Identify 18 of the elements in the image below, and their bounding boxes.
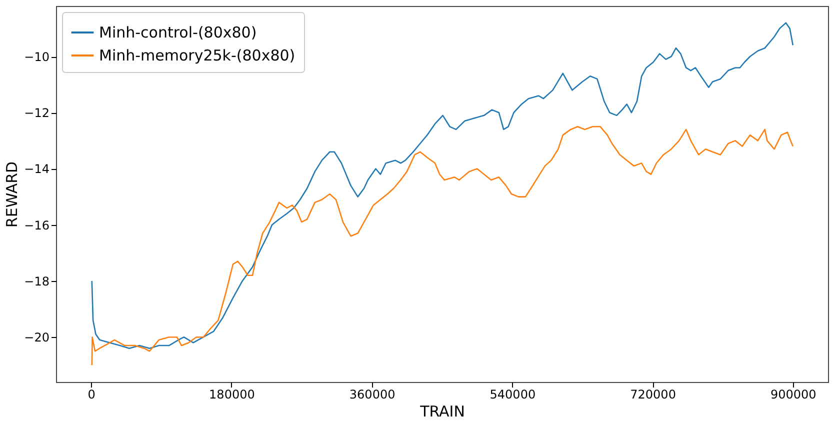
legend-label: Minh-memory25k-(80x80) (99, 46, 296, 64)
y-tick-label: −10 (24, 50, 50, 64)
x-tick-label: 720000 (630, 388, 676, 402)
y-tick-label: −20 (24, 330, 50, 345)
y-tick-label: −18 (24, 274, 50, 288)
y-tick-label: −14 (24, 162, 50, 176)
y-tick-label: −12 (24, 106, 50, 120)
line-series (91, 22, 794, 349)
legend-label: Minh-control-(80x80) (99, 24, 257, 42)
y-axis-title: REWARD (3, 161, 22, 228)
x-tick-label: 180000 (209, 388, 255, 402)
x-tick-label: 540000 (490, 388, 536, 402)
x-axis-title: TRAIN (419, 402, 465, 420)
line-series (91, 126, 794, 366)
x-tick-label: 360000 (349, 388, 396, 402)
x-tick-label: 900000 (770, 388, 816, 402)
x-tick-label: 0 (88, 388, 96, 402)
y-tick-label: −16 (24, 218, 50, 232)
